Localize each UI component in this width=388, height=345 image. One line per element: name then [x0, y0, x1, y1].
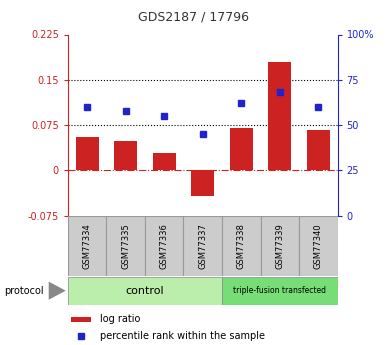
Bar	[68, 216, 106, 276]
Text: GDS2187 / 17796: GDS2187 / 17796	[139, 10, 249, 23]
Text: control: control	[126, 286, 164, 296]
Bar	[106, 216, 145, 276]
Text: triple-fusion transfected: triple-fusion transfected	[233, 286, 326, 295]
Bar	[222, 277, 338, 305]
Text: GSM77339: GSM77339	[275, 223, 284, 269]
Text: GSM77340: GSM77340	[314, 223, 323, 269]
Bar	[184, 216, 222, 276]
Bar	[307, 130, 330, 170]
Bar	[68, 277, 222, 305]
Bar	[145, 216, 184, 276]
Bar	[152, 154, 176, 170]
Bar	[299, 216, 338, 276]
Text: GSM77336: GSM77336	[160, 223, 169, 269]
Text: GSM77334: GSM77334	[83, 223, 92, 269]
Text: log ratio: log ratio	[100, 314, 140, 324]
Text: protocol: protocol	[4, 286, 43, 296]
Text: GSM77335: GSM77335	[121, 223, 130, 269]
Bar	[222, 216, 260, 276]
Bar	[114, 141, 137, 170]
Bar	[191, 170, 214, 196]
Polygon shape	[48, 282, 66, 300]
Text: GSM77338: GSM77338	[237, 223, 246, 269]
Bar	[260, 216, 299, 276]
Text: GSM77337: GSM77337	[198, 223, 207, 269]
Bar	[268, 62, 291, 170]
Bar	[71, 317, 91, 322]
Bar	[230, 128, 253, 170]
Bar	[76, 137, 99, 170]
Text: percentile rank within the sample: percentile rank within the sample	[100, 331, 265, 341]
